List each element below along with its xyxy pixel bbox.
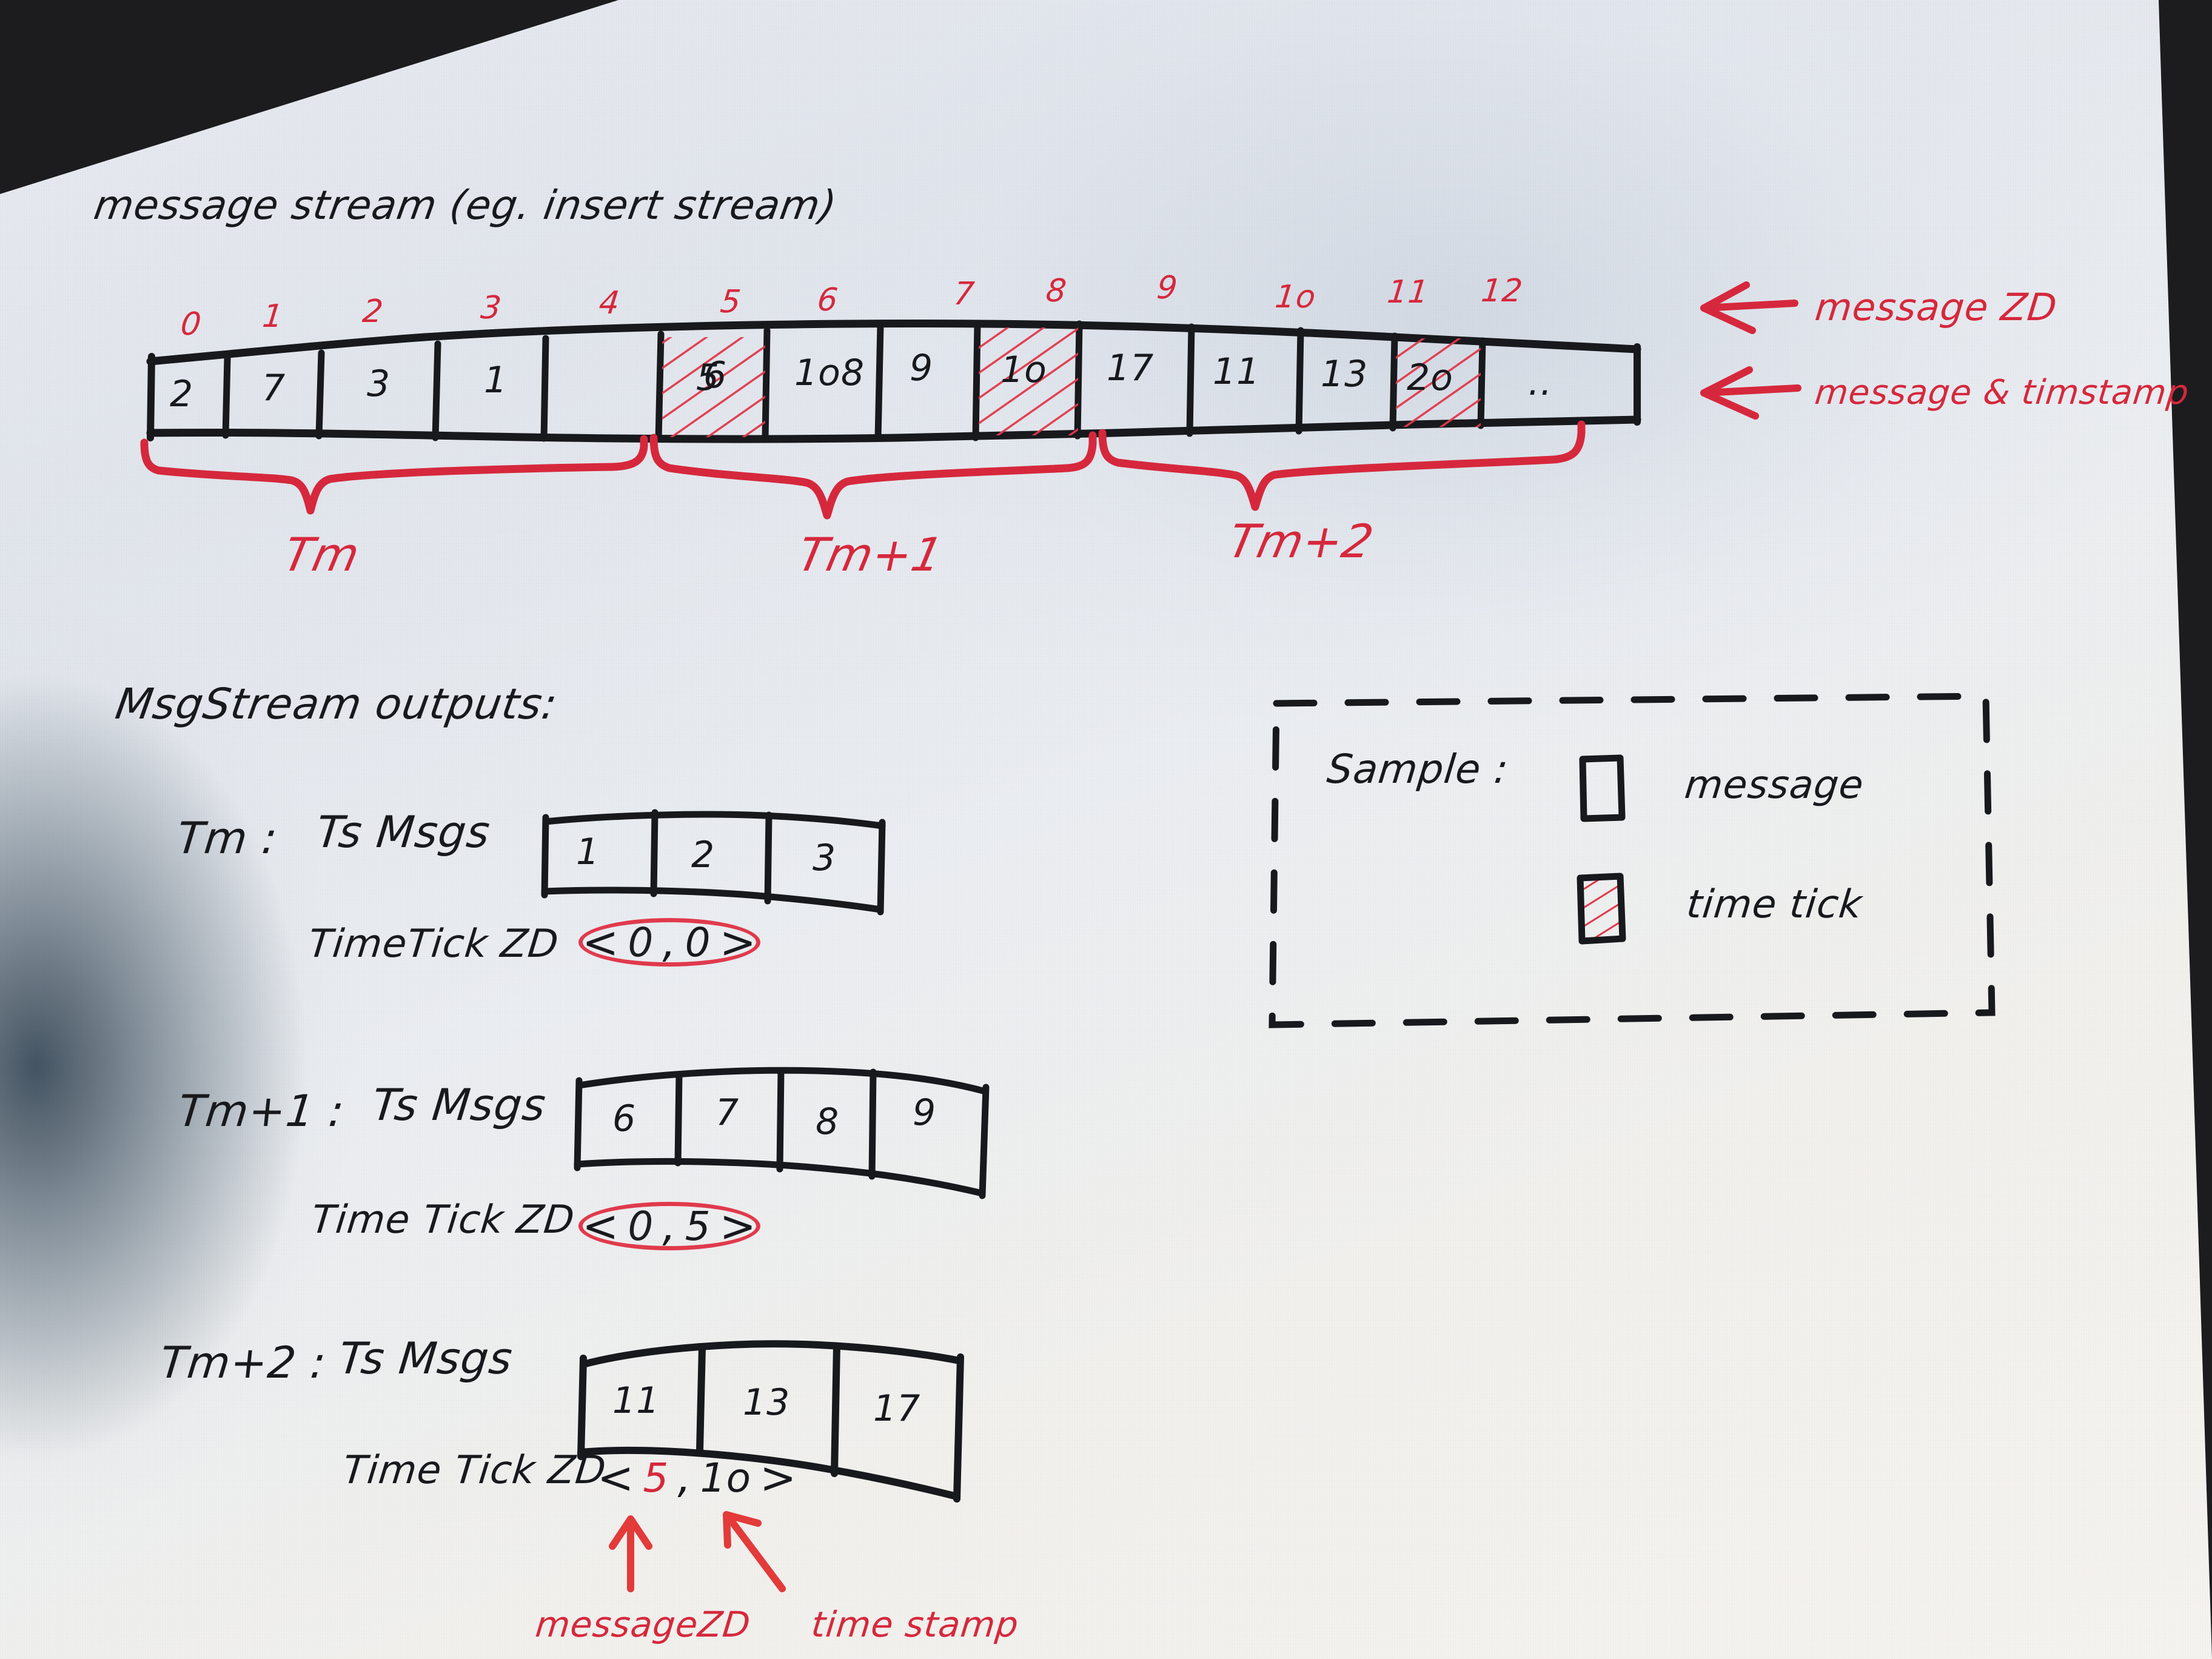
tuple-timestamp: 0	[685, 919, 711, 966]
tuple-message-id: 0	[628, 1202, 654, 1250]
tuple-timestamp: 1o	[700, 1454, 751, 1501]
stream-cell-value: 6	[703, 354, 728, 397]
output-msg-cell: 1	[576, 831, 600, 873]
tuple-open-bracket: <	[597, 1452, 635, 1503]
legend-label-timetick: time tick	[1684, 882, 1865, 927]
output-msg-cell: 17	[873, 1387, 921, 1430]
stream-cell-value: 7	[262, 367, 286, 409]
tuple-comma: ,	[662, 917, 677, 967]
output-tick-tuple-tm: < 0 , 0 >	[582, 917, 757, 968]
stream-cell-value: 5	[696, 357, 720, 399]
stream-cell-value: 11	[1213, 350, 1261, 393]
stream-cell-value: 13	[1321, 353, 1369, 395]
tuple-comma: ,	[677, 1453, 692, 1503]
output-msg-cell: 6	[612, 1098, 637, 1140]
tuple-comma: ,	[662, 1201, 677, 1251]
tuple-open-bracket: <	[582, 917, 620, 968]
output-msg-cell: 3	[813, 837, 837, 879]
stream-cell-value: 17	[1107, 347, 1155, 389]
tuple-message-id: 5	[643, 1454, 669, 1501]
tuple-close-bracket: >	[719, 917, 757, 968]
output-msg-cell: 11	[612, 1379, 660, 1422]
output-tick-tuple-tm1: < 0 , 5 >	[582, 1201, 757, 1252]
output-msg-cell: 7	[716, 1091, 740, 1134]
tuple-open-bracket: <	[582, 1201, 620, 1252]
stream-cell-value: 9	[910, 347, 934, 389]
stream-cell-value: 1	[484, 359, 508, 401]
tuple-timestamp: 5	[685, 1202, 711, 1250]
output-tick-tuple-tm2: < 5 , 1o >	[597, 1452, 797, 1503]
stream-cell-value: 3	[367, 363, 391, 405]
stream-cell-value: 2o	[1407, 357, 1453, 399]
stream-cell-value: ..	[1528, 361, 1553, 404]
tuple-close-bracket: >	[719, 1201, 757, 1252]
output-msg-cell: 9	[913, 1091, 937, 1134]
tuple-close-bracket: >	[759, 1452, 797, 1503]
output-msg-cell: 8	[816, 1101, 840, 1143]
stream-cell-value: 1o8	[794, 352, 865, 394]
stream-cell-value: 1o	[1000, 349, 1047, 391]
tuple-message-id: 0	[628, 919, 654, 966]
stream-cell-value: 2	[170, 373, 194, 415]
output-msg-cell: 13	[743, 1381, 791, 1424]
output-msg-cell: 2	[691, 834, 716, 876]
